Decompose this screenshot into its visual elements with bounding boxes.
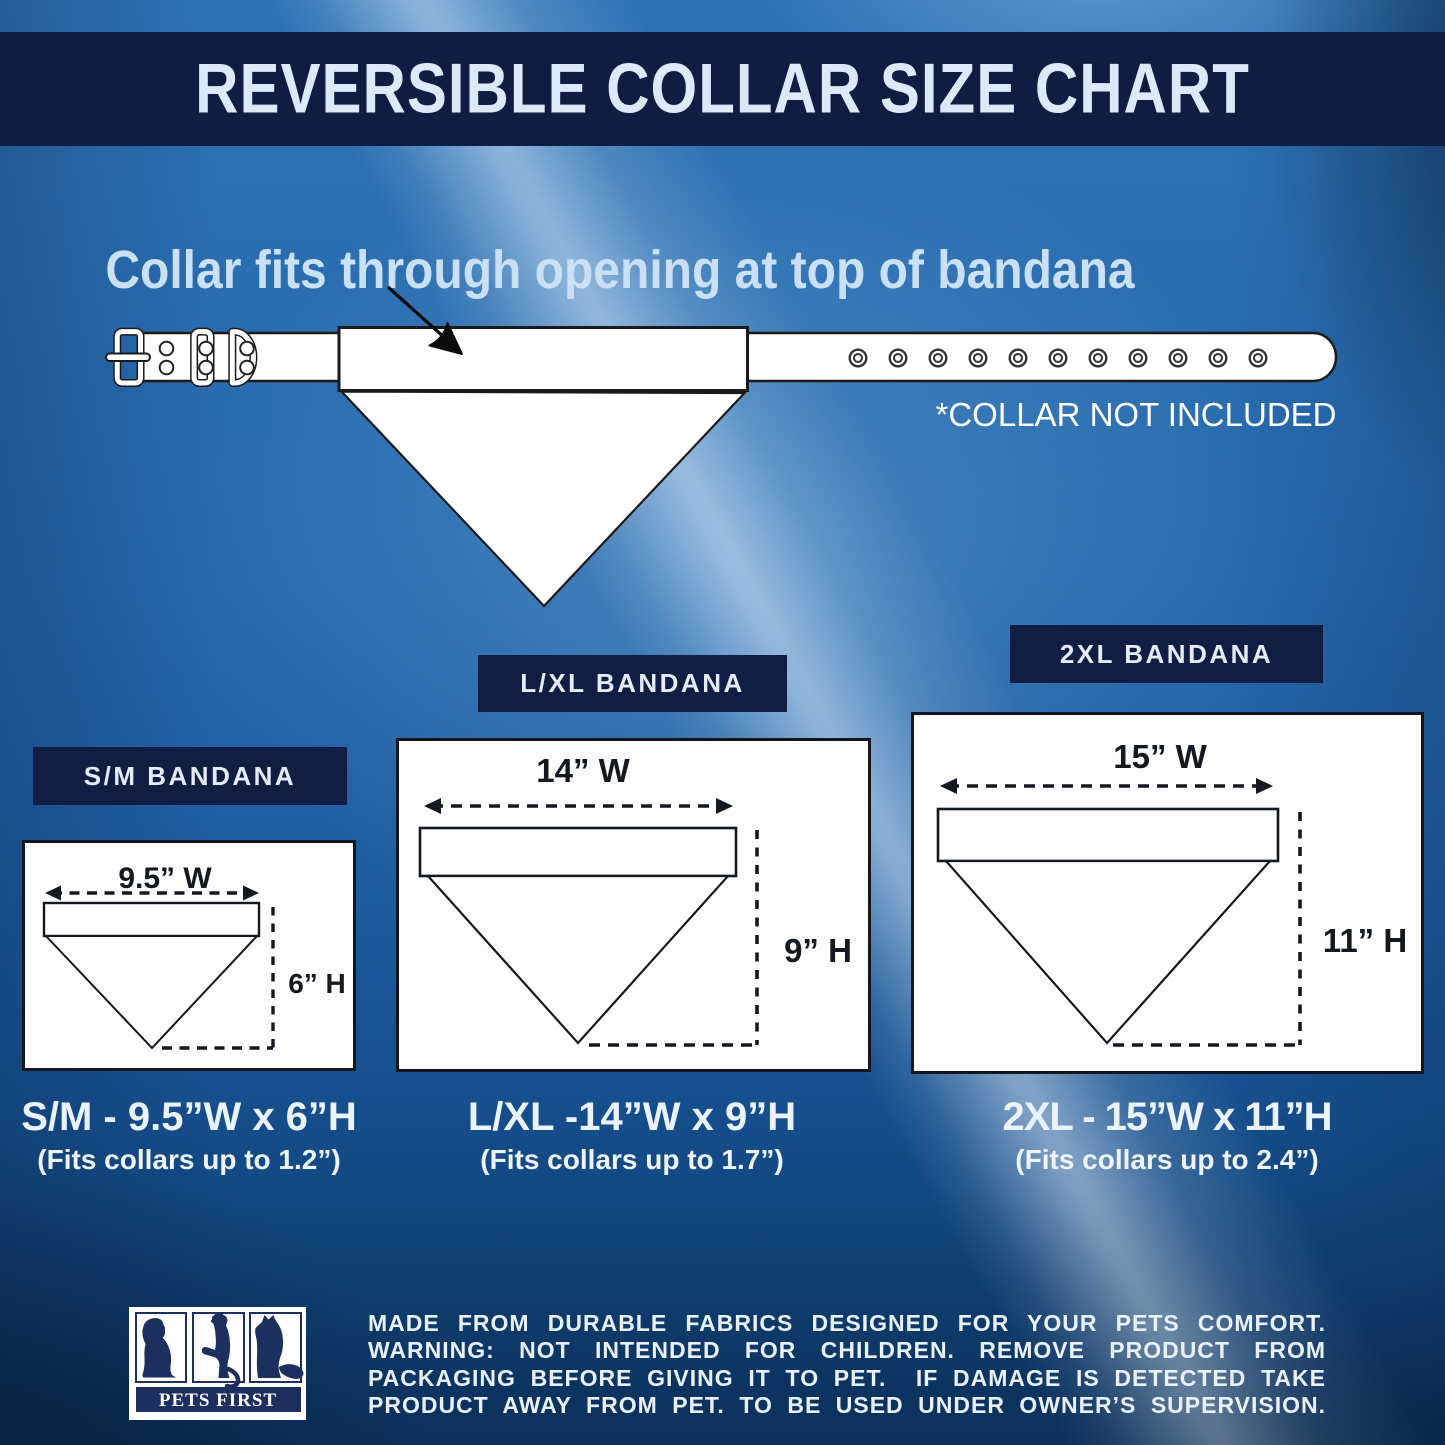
svg-text:PETS FIRST: PETS FIRST bbox=[159, 1390, 277, 1411]
svg-text:9” H: 9” H bbox=[784, 932, 852, 969]
svg-text:9.5” W: 9.5” W bbox=[118, 862, 212, 895]
svg-text:14” W: 14” W bbox=[536, 752, 630, 789]
svg-text:6” H: 6” H bbox=[288, 968, 346, 999]
svg-text:11” H: 11” H bbox=[1323, 922, 1407, 959]
svg-text:15” W: 15” W bbox=[1113, 738, 1207, 775]
